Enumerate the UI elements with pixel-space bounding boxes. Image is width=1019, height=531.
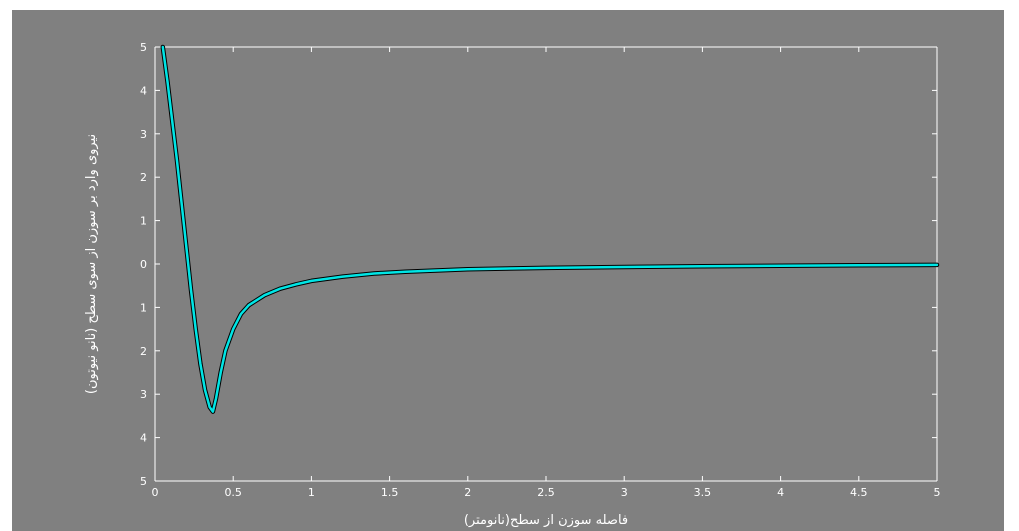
y-axis-label: نیروی وارد بر سوزن از سوی سطح (نانو نیوت… — [84, 134, 99, 394]
x-axis-label: فاصله سوزن از سطح(نانومتر) — [464, 513, 628, 528]
y-tick-label: 1 — [140, 301, 147, 314]
series-line — [161, 45, 939, 413]
x-tick-label: 3 — [621, 486, 628, 499]
y-tick-label: 2 — [140, 171, 147, 184]
axis-ticks: 0 0.5 1 1.5 2 2.5 3 3.5 4 4.5 5 5 4 3 2 1 0 1 2 3 4 5 — [140, 41, 941, 499]
x-tick-label: 0 — [152, 486, 159, 499]
y-tick-label: 1 — [140, 215, 147, 228]
x-tick-label: 4 — [777, 486, 784, 499]
y-tick-label: 0 — [140, 258, 147, 271]
data-series — [160, 44, 940, 414]
x-tick-label: 4.5 — [850, 486, 868, 499]
x-tick-label: 1.5 — [381, 486, 399, 499]
y-tick-label: 2 — [140, 345, 147, 358]
x-tick-label: 2.5 — [537, 486, 555, 499]
y-tick-label: 3 — [140, 388, 147, 401]
x-tick-label: 3.5 — [694, 486, 712, 499]
y-tick-label: 4 — [140, 432, 147, 445]
x-tick-label: 0.5 — [224, 486, 242, 499]
x-tick-label: 5 — [934, 486, 941, 499]
y-tick-label: 5 — [140, 475, 147, 488]
x-tick-label: 2 — [464, 486, 471, 499]
y-tick-label: 3 — [140, 128, 147, 141]
x-tick-label: 1 — [308, 486, 315, 499]
y-tick-label: 4 — [140, 84, 147, 97]
y-tick-label: 5 — [140, 41, 147, 54]
